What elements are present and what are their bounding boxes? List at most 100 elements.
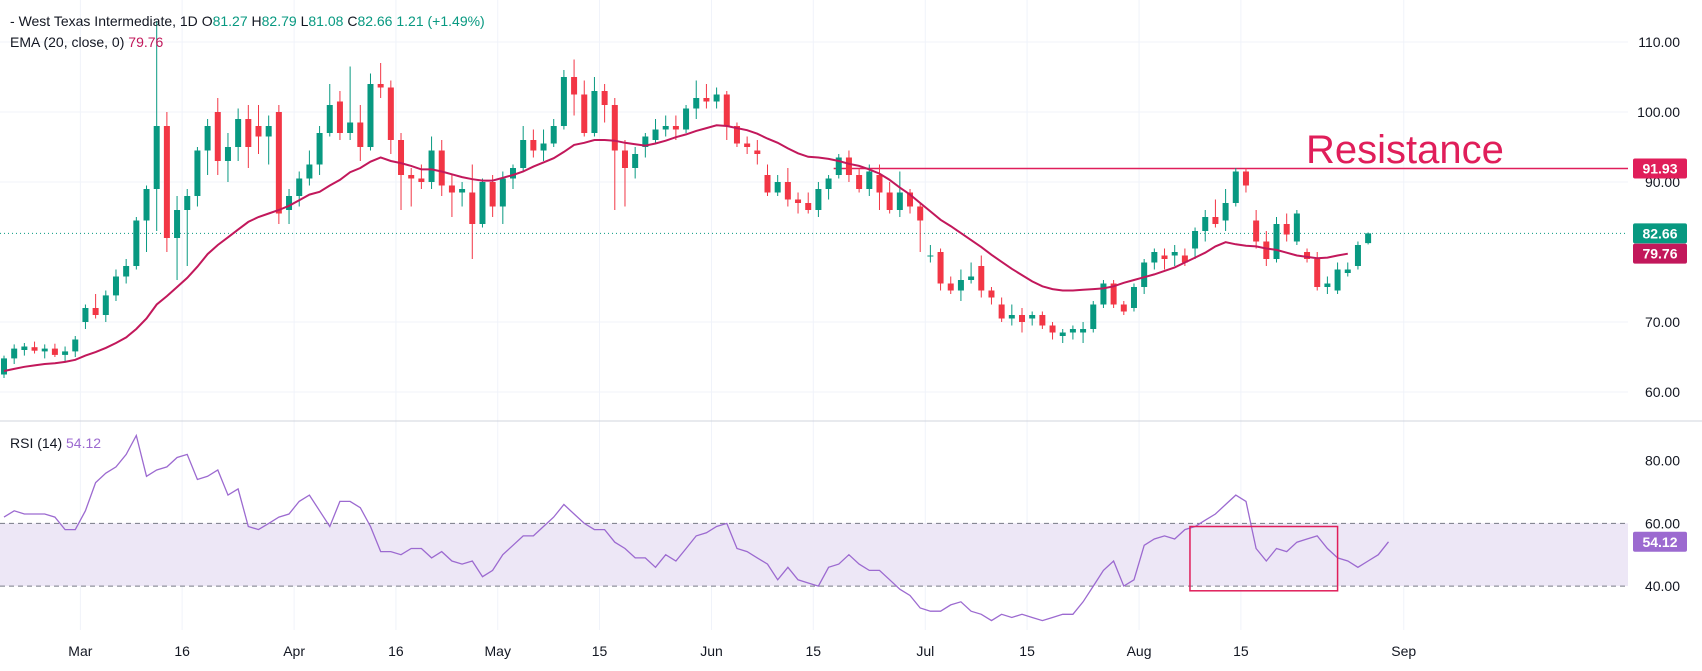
candle-body bbox=[174, 210, 181, 238]
candle-body bbox=[224, 147, 231, 161]
candle-body bbox=[1100, 283, 1107, 305]
candle-body bbox=[357, 122, 364, 147]
date-tick-label: 15 bbox=[1019, 643, 1035, 659]
candle-body bbox=[662, 126, 669, 130]
rsi-band bbox=[0, 523, 1628, 587]
rsi-highlight-box bbox=[1189, 525, 1339, 592]
candle-body bbox=[489, 182, 496, 207]
candle-body bbox=[693, 98, 700, 109]
candle-body bbox=[92, 308, 99, 315]
candle-body bbox=[387, 87, 394, 140]
candle-body bbox=[937, 252, 944, 284]
candle-body bbox=[815, 189, 822, 210]
candle-body bbox=[1253, 220, 1260, 242]
candle-body bbox=[1130, 287, 1137, 308]
candle-body bbox=[978, 266, 985, 291]
candle-body bbox=[784, 182, 791, 200]
candle-body bbox=[601, 91, 608, 105]
date-tick-label: 15 bbox=[1233, 643, 1249, 659]
rsi-value-tag-label: 54.12 bbox=[1642, 534, 1677, 550]
resistance-annotation: Resistance bbox=[1306, 128, 1504, 172]
candle-body bbox=[255, 126, 262, 137]
candle-body bbox=[499, 178, 506, 207]
candle-body bbox=[957, 280, 964, 291]
legend-low: 81.08 bbox=[308, 13, 343, 29]
candle-body bbox=[968, 276, 975, 280]
candle-body bbox=[560, 77, 567, 126]
candle-body bbox=[1304, 252, 1311, 259]
candle-body bbox=[286, 196, 293, 210]
candle-body bbox=[1273, 224, 1280, 259]
candle-body bbox=[520, 140, 527, 168]
legend-c-label: C bbox=[347, 13, 357, 29]
date-tick-label: Jun bbox=[700, 643, 723, 659]
candle-body bbox=[377, 84, 384, 88]
candle-body bbox=[306, 164, 313, 179]
ema-price-tag-label: 79.76 bbox=[1642, 246, 1677, 262]
axes: 110.00100.0090.0070.0060.0080.0060.0040.… bbox=[0, 34, 1702, 659]
resistance-price-tag-label: 91.93 bbox=[1642, 160, 1677, 176]
candle-body bbox=[408, 175, 415, 179]
candle-body bbox=[235, 119, 242, 147]
candle-body bbox=[927, 255, 934, 257]
candle-body bbox=[326, 105, 333, 133]
candle-body bbox=[367, 84, 374, 147]
rsi-tick-label: 80.00 bbox=[1645, 453, 1680, 469]
rsi-line bbox=[3, 433, 1390, 622]
date-tick-label: 15 bbox=[806, 643, 822, 659]
date-tick-label: Sep bbox=[1391, 643, 1416, 659]
ema-legend-label: EMA (20, close, 0) bbox=[10, 34, 124, 50]
candle-body bbox=[1354, 245, 1361, 266]
candle-body bbox=[754, 150, 761, 154]
ema-line bbox=[3, 124, 1348, 372]
candle-body bbox=[510, 168, 516, 179]
candle-body bbox=[204, 126, 211, 151]
candle-body bbox=[988, 290, 995, 298]
candle-body bbox=[845, 157, 852, 175]
candle-body bbox=[112, 276, 119, 296]
candle-body bbox=[632, 154, 639, 168]
legend-change: 1.21 (+1.49%) bbox=[396, 13, 484, 29]
candle-body bbox=[194, 150, 201, 196]
date-tick-label: 15 bbox=[592, 643, 608, 659]
candle-body bbox=[1008, 315, 1015, 319]
candle-body bbox=[448, 185, 455, 193]
price-tick-label: 60.00 bbox=[1645, 384, 1680, 400]
candle-body bbox=[1141, 262, 1148, 287]
candle-body bbox=[733, 126, 740, 144]
candle-body bbox=[275, 112, 282, 214]
price-tick-label: 70.00 bbox=[1645, 314, 1680, 330]
candle-body bbox=[1059, 332, 1066, 336]
candle-body bbox=[21, 346, 28, 350]
last-price-tag-bg bbox=[1633, 223, 1687, 244]
candle-body bbox=[998, 304, 1005, 319]
candle-body bbox=[133, 220, 140, 266]
candle-body bbox=[1171, 252, 1178, 256]
candle-body bbox=[1263, 241, 1270, 259]
candle-body bbox=[1232, 171, 1239, 203]
candle-body bbox=[123, 266, 130, 277]
candle-body bbox=[41, 348, 48, 352]
candle-body bbox=[1344, 269, 1351, 273]
legend-l-label: L bbox=[301, 13, 309, 29]
candle-body bbox=[896, 192, 903, 210]
candle-body bbox=[1029, 315, 1036, 319]
candle-body bbox=[153, 126, 160, 189]
date-tick-label: Jul bbox=[916, 643, 934, 659]
candle-body bbox=[479, 182, 486, 224]
candle-body bbox=[1, 358, 7, 375]
candle-body bbox=[459, 189, 466, 193]
candle-body bbox=[1212, 217, 1219, 224]
candle-body bbox=[1110, 283, 1117, 305]
candle-body bbox=[1192, 231, 1199, 249]
candle-body bbox=[703, 98, 710, 102]
candle-body bbox=[621, 150, 628, 168]
candle-body bbox=[1293, 213, 1300, 242]
candle-body bbox=[1324, 283, 1331, 287]
candle-body bbox=[214, 112, 221, 161]
candle-body bbox=[1314, 259, 1321, 287]
date-tick-label: Mar bbox=[68, 643, 92, 659]
candle-body bbox=[907, 192, 914, 207]
ema-price-tag-bg bbox=[1633, 243, 1687, 264]
